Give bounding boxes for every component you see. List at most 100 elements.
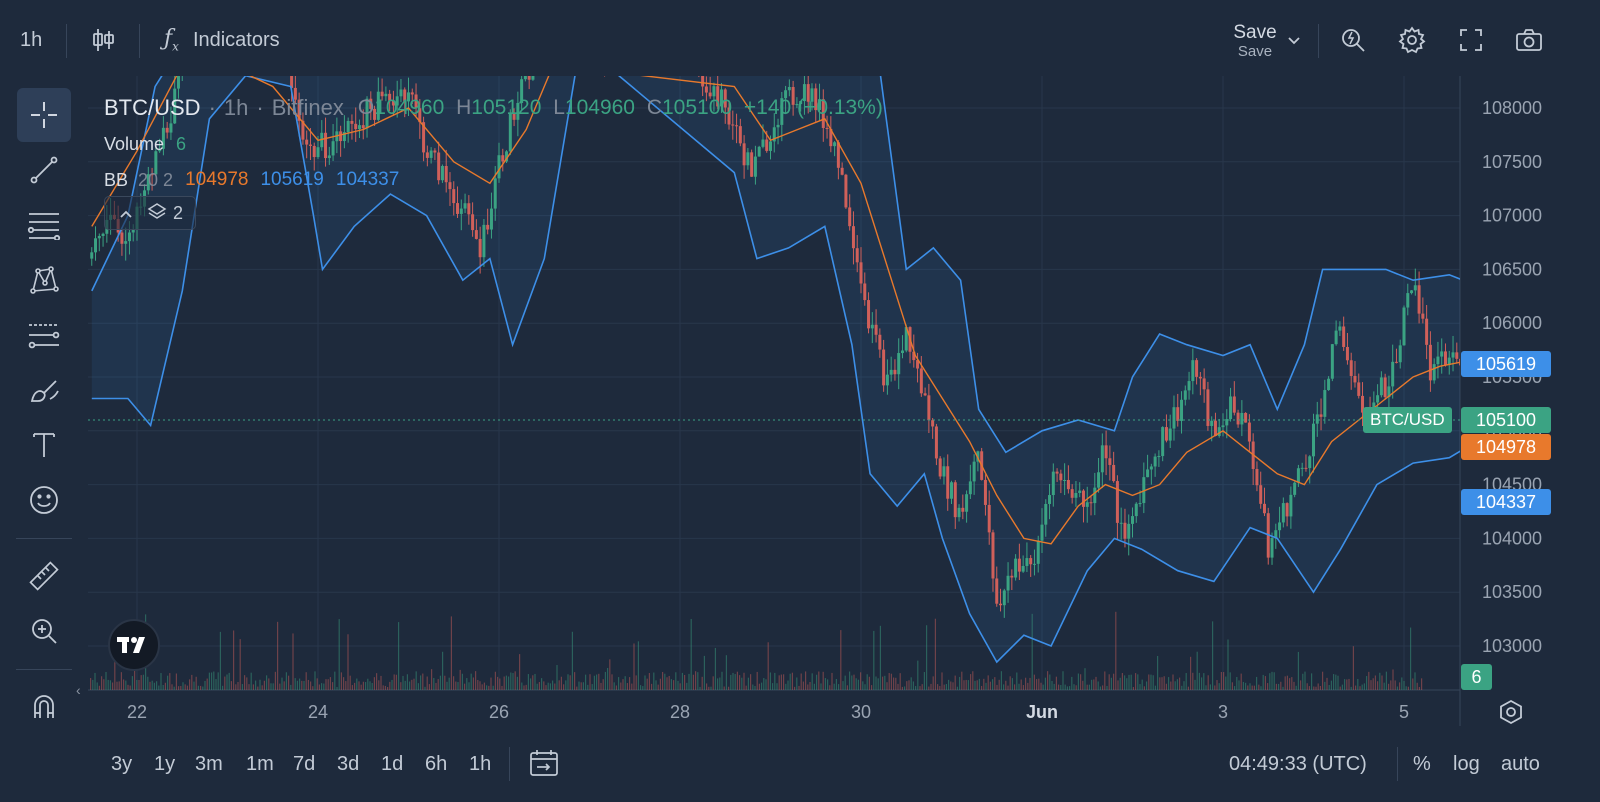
chevron-up-icon[interactable] bbox=[119, 203, 133, 224]
magnet-icon[interactable] bbox=[17, 680, 71, 734]
volume-bar bbox=[538, 682, 540, 690]
volume-bar bbox=[140, 675, 142, 690]
range-1h[interactable]: 1h bbox=[469, 753, 492, 775]
volume-bar bbox=[607, 667, 609, 690]
volume-bar bbox=[706, 683, 708, 690]
volume-bar bbox=[288, 675, 290, 690]
change-value: +140 (+0.13%) bbox=[743, 96, 883, 119]
ruler-tool-icon[interactable] bbox=[17, 549, 71, 603]
volume-bar bbox=[279, 683, 281, 690]
pattern-tool-icon[interactable] bbox=[17, 253, 71, 307]
candle-body bbox=[429, 150, 433, 158]
tradingview-logo[interactable] bbox=[108, 619, 160, 671]
candle-body bbox=[301, 120, 305, 140]
volume-bar bbox=[646, 678, 648, 690]
volume-bar bbox=[1280, 681, 1282, 690]
chevron-down-icon[interactable] bbox=[1286, 0, 1302, 80]
candle-body bbox=[867, 300, 871, 329]
volume-bar bbox=[1399, 682, 1401, 690]
zoom-in-icon[interactable] bbox=[17, 604, 71, 658]
volume-bar bbox=[483, 682, 485, 690]
range-3m[interactable]: 3m bbox=[195, 753, 223, 775]
volume-bar bbox=[417, 683, 419, 690]
candle-body bbox=[1025, 558, 1029, 566]
volume-bar bbox=[624, 676, 626, 690]
text-tool-icon[interactable] bbox=[17, 418, 71, 472]
candle-body bbox=[399, 89, 403, 97]
volume-bar bbox=[1256, 676, 1258, 690]
indicators-button[interactable]: ƒx Indicators bbox=[164, 0, 280, 80]
volume-bar bbox=[721, 671, 723, 690]
volume-bar bbox=[1205, 685, 1207, 690]
candle-body bbox=[942, 466, 946, 477]
candle-body bbox=[1557, 457, 1560, 460]
quick-search-icon[interactable] bbox=[1339, 0, 1367, 80]
volume-bar bbox=[347, 634, 349, 690]
collapse-toolbar-icon[interactable]: ‹ bbox=[76, 682, 81, 698]
candle-body bbox=[735, 125, 739, 127]
volume-bar bbox=[167, 675, 169, 690]
gear-icon[interactable] bbox=[1398, 0, 1426, 80]
volume-bar bbox=[1011, 678, 1013, 690]
range-1d[interactable]: 1d bbox=[381, 753, 404, 775]
candle-body bbox=[1127, 523, 1131, 539]
symbol-name[interactable]: BTC/USD bbox=[104, 95, 201, 120]
chart-pane[interactable]: 1080001075001070001065001060001055001050… bbox=[88, 76, 1600, 726]
brush-tool-icon[interactable] bbox=[17, 363, 71, 417]
volume-row[interactable]: Volume 6 bbox=[104, 126, 883, 162]
candle-body bbox=[1270, 538, 1274, 558]
indicators-label: Indicators bbox=[192, 28, 280, 51]
camera-icon[interactable] bbox=[1515, 0, 1543, 80]
volume-bar bbox=[965, 679, 967, 690]
candle-body bbox=[968, 481, 972, 495]
candle-body bbox=[870, 324, 874, 329]
candles-chart-type-icon[interactable] bbox=[90, 0, 116, 80]
candle-body bbox=[1161, 427, 1165, 457]
volume-bar bbox=[1055, 676, 1057, 690]
interval-button[interactable]: 1h bbox=[20, 0, 42, 80]
candle-body bbox=[904, 327, 908, 351]
trend-line-tool-icon[interactable] bbox=[17, 143, 71, 197]
candle-body bbox=[471, 214, 475, 231]
bb-row[interactable]: BB 20 2 104978 105619 104337 bbox=[104, 162, 883, 198]
legend-collapse-control[interactable]: 2 bbox=[104, 196, 196, 230]
candle-body bbox=[425, 152, 429, 158]
range-3d[interactable]: 3d bbox=[337, 753, 360, 775]
save-button[interactable]: Save Save bbox=[1215, 22, 1295, 60]
scale-settings-icon[interactable] bbox=[1497, 698, 1525, 731]
candle-body bbox=[1221, 425, 1225, 428]
emoji-tool-icon[interactable] bbox=[17, 473, 71, 527]
last-price-label: 105100 bbox=[1461, 407, 1551, 433]
percent-scale-toggle[interactable]: % bbox=[1413, 753, 1431, 775]
log-scale-toggle[interactable]: log bbox=[1453, 753, 1480, 775]
volume-bar bbox=[301, 680, 303, 690]
price-chart[interactable]: 1080001075001070001065001060001055001050… bbox=[88, 76, 1600, 726]
range-6h[interactable]: 6h bbox=[425, 753, 448, 775]
volume-bar bbox=[1038, 678, 1040, 690]
go-to-date-icon[interactable] bbox=[528, 748, 560, 783]
volume-bar bbox=[1174, 681, 1176, 690]
fullscreen-icon[interactable] bbox=[1458, 0, 1484, 80]
candle-body bbox=[833, 142, 837, 147]
forecast-tool-icon[interactable] bbox=[17, 308, 71, 362]
range-1y[interactable]: 1y bbox=[154, 753, 176, 775]
volume-bar bbox=[138, 679, 140, 690]
volume-bar bbox=[270, 683, 272, 690]
bb-lower-line bbox=[91, 76, 1460, 664]
candle-body bbox=[1134, 503, 1138, 517]
volume-bar bbox=[1066, 686, 1068, 690]
candle-body bbox=[497, 155, 501, 179]
candle-body bbox=[885, 374, 889, 386]
candle-body bbox=[501, 155, 505, 162]
crosshair-tool-icon[interactable] bbox=[17, 88, 71, 142]
auto-scale-toggle[interactable]: auto bbox=[1501, 753, 1540, 775]
range-1m[interactable]: 1m bbox=[246, 753, 274, 775]
volume-bar bbox=[1291, 677, 1293, 690]
range-7d[interactable]: 7d bbox=[293, 753, 316, 775]
range-3y[interactable]: 3y bbox=[111, 753, 133, 775]
volume-bar bbox=[829, 685, 831, 690]
volume-bar bbox=[1141, 679, 1143, 690]
candle-body bbox=[1580, 431, 1583, 433]
fib-retracement-tool-icon[interactable] bbox=[17, 198, 71, 252]
utc-clock[interactable]: 04:49:33 (UTC) bbox=[1229, 753, 1367, 775]
